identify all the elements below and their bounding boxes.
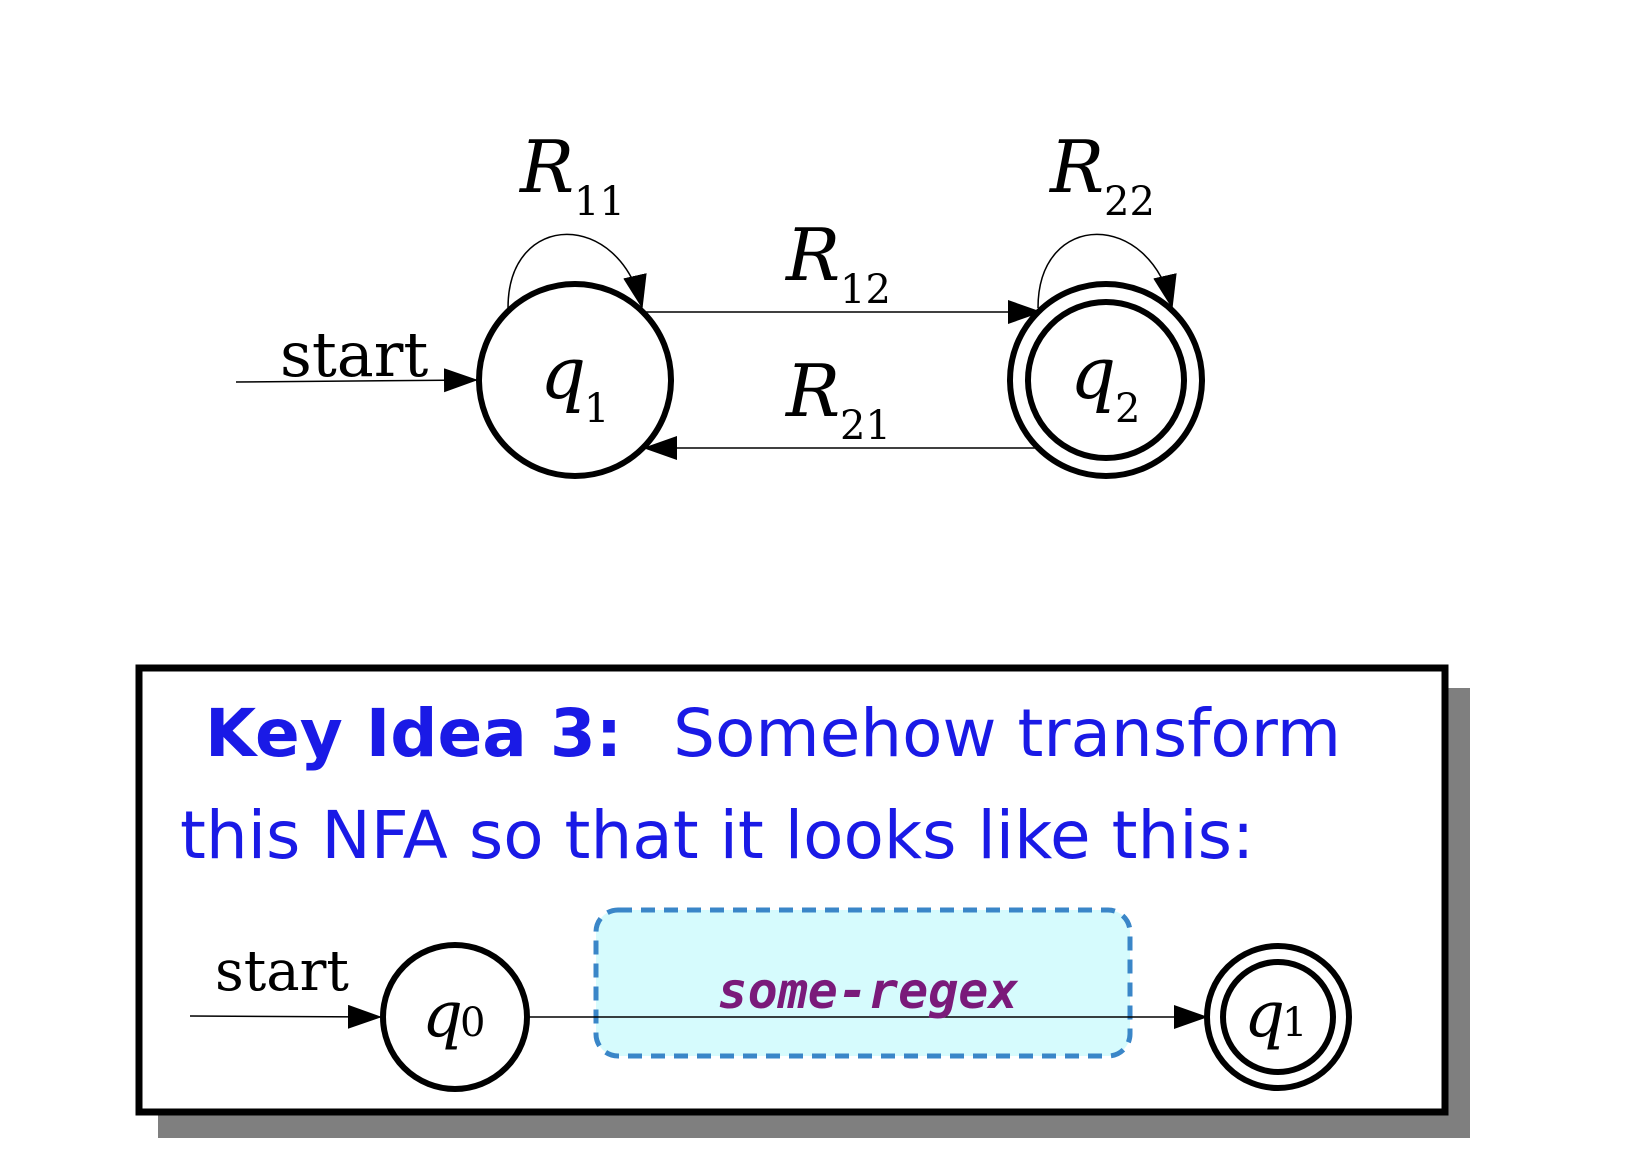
- loop-q2: [1037, 233, 1177, 309]
- mini-state-q1: q 1: [1204, 943, 1352, 1091]
- loop-q1: [507, 233, 647, 309]
- svg-text:q: q: [422, 978, 463, 1052]
- svg-text:R: R: [1048, 125, 1104, 209]
- state-q2-base: q: [1070, 331, 1116, 415]
- svg-text:12: 12: [840, 267, 891, 313]
- key-idea-title-bold: Key Idea 3:: [205, 695, 622, 772]
- svg-text:0: 0: [460, 1000, 485, 1046]
- svg-text:11: 11: [574, 179, 625, 225]
- state-q2: q 2: [1007, 281, 1205, 479]
- svg-text:R: R: [784, 349, 840, 433]
- key-idea-title-rest: Somehow transform: [673, 695, 1341, 772]
- key-idea-box: Key Idea 3: Somehow transform this NFA s…: [135, 664, 1470, 1138]
- svg-text:q: q: [1244, 978, 1285, 1052]
- state-q1: q 1: [476, 281, 674, 479]
- label-r22: R 22: [1048, 125, 1155, 225]
- label-r11: R 11: [518, 125, 625, 225]
- label-r12: R 12: [784, 213, 891, 313]
- mini-start-label: start: [215, 939, 349, 1004]
- state-q1-base: q: [540, 331, 586, 415]
- top-nfa: start q 1 q 2 R 11 R 22 R 12: [235, 125, 1205, 479]
- mini-start-arrow: [189, 1004, 382, 1029]
- mini-state-q0: q 0: [380, 942, 530, 1092]
- state-q1-sub: 1: [584, 386, 609, 432]
- regex-box: [593, 907, 1133, 1059]
- start-label: start: [280, 318, 428, 391]
- mini-nfa: start some-regex q 0 q 1: [189, 907, 1352, 1092]
- svg-text:21: 21: [840, 403, 891, 449]
- state-q2-sub: 2: [1115, 386, 1140, 432]
- regex-label: some-regex: [717, 962, 1018, 1020]
- svg-text:22: 22: [1104, 179, 1155, 225]
- svg-text:R: R: [784, 213, 840, 297]
- key-idea-line1: Key Idea 3: Somehow transform: [205, 695, 1341, 772]
- svg-text:R: R: [518, 125, 574, 209]
- label-r21: R 21: [784, 349, 891, 449]
- key-idea-line2: this NFA so that it looks like this:: [180, 797, 1254, 874]
- start-arrow: [235, 368, 478, 393]
- svg-text:1: 1: [1282, 1000, 1307, 1046]
